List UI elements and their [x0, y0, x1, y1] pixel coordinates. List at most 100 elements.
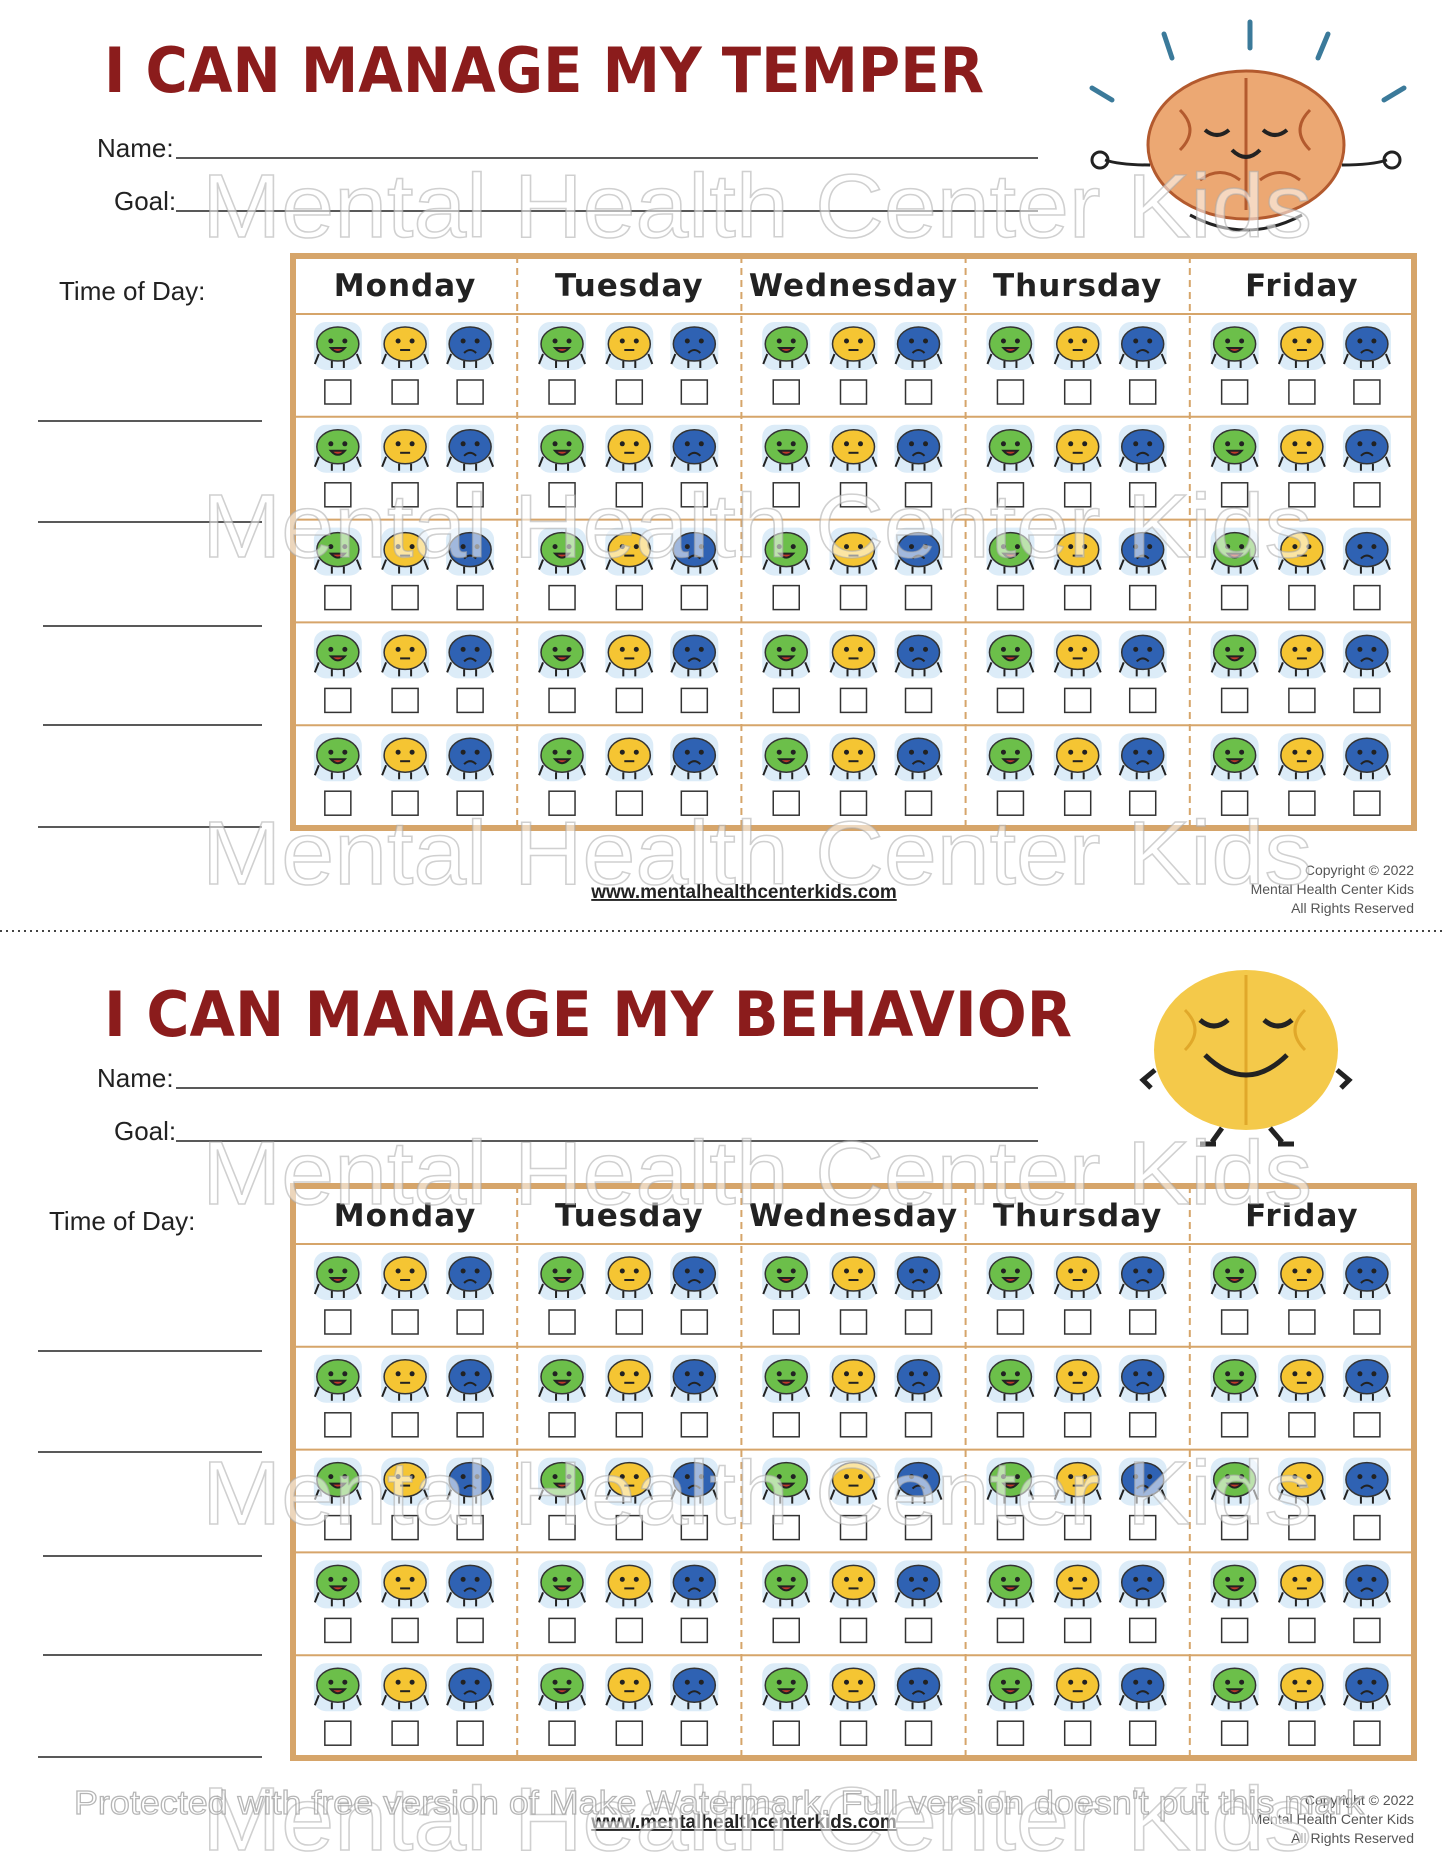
face-eye [552, 544, 558, 550]
watermark: Mental Health Center Kids [202, 1124, 1312, 1224]
face-blob [448, 1359, 492, 1395]
face-eye [1133, 1679, 1139, 1685]
checkbox [1288, 687, 1316, 714]
emotion-face [829, 1457, 878, 1506]
emotion-face [605, 630, 654, 679]
emotion-face [670, 322, 719, 370]
watermark: Mental Health Center Kids [202, 157, 1312, 257]
checkbox [391, 584, 419, 611]
face-blob [831, 737, 876, 773]
face-blob [1055, 429, 1100, 465]
emotion-face [894, 527, 943, 576]
face-limbs [605, 559, 654, 574]
face-eye [909, 1679, 915, 1685]
face-limbs [1277, 353, 1326, 368]
face-blob [896, 1359, 941, 1395]
face-blob [1120, 326, 1165, 362]
face-blob [316, 1359, 360, 1395]
face-mouth [911, 1690, 926, 1695]
emotion-face [1277, 424, 1326, 473]
day-header: Thursday [993, 1198, 1162, 1234]
emotion-face [829, 1252, 878, 1300]
checkbox [324, 1412, 352, 1438]
face-eye [566, 1679, 572, 1685]
face-eye [1239, 544, 1245, 550]
face-eye [1000, 544, 1006, 550]
emotion-face [605, 1252, 654, 1300]
face-mouth [1225, 552, 1244, 559]
emotion-face [1342, 1560, 1391, 1609]
face-limbs [829, 764, 878, 780]
checkbox [904, 1514, 933, 1541]
face-blob [1055, 1461, 1100, 1498]
emotion-face [313, 322, 362, 370]
face-eye [1014, 1679, 1020, 1685]
face-limbs [1053, 1592, 1102, 1607]
face-blob [1345, 1256, 1389, 1292]
face-eye [790, 1679, 796, 1685]
emotion-face [1118, 322, 1167, 370]
face-eye [1306, 338, 1312, 344]
face-mouth [911, 1484, 926, 1490]
emotion-face [670, 1560, 719, 1609]
face-blob [1345, 1359, 1389, 1395]
emotion-face [538, 1457, 587, 1506]
face-limbs [605, 1386, 654, 1401]
face-eye [1371, 1679, 1377, 1685]
face-eye [923, 1679, 929, 1685]
checkbox [1288, 1720, 1316, 1746]
face-eye [552, 1268, 558, 1274]
face-eye [552, 1576, 558, 1582]
face-mouth [911, 554, 926, 560]
face-eye [395, 1268, 401, 1274]
emotion-face [381, 527, 430, 576]
checkbox [772, 1309, 800, 1335]
checkbox [904, 379, 933, 405]
face-blob [1120, 1461, 1165, 1498]
face-eye [633, 749, 639, 755]
face-eye [460, 441, 466, 447]
face-limbs [538, 559, 586, 574]
face-limbs [1342, 1489, 1391, 1504]
face-blob [1345, 1564, 1389, 1601]
face-eye [909, 1371, 915, 1377]
face-eye [1306, 646, 1312, 652]
face-eye [790, 1268, 796, 1274]
face-eye [474, 544, 480, 550]
emotion-face [1118, 1354, 1167, 1403]
face-blob [896, 1564, 941, 1601]
time-of-day-label: Time of Day: [59, 276, 205, 306]
emotion-face [762, 527, 811, 576]
face-blob [896, 326, 941, 362]
face-blob [1120, 737, 1165, 773]
emotion-face [381, 1354, 430, 1403]
emotion-face [829, 1663, 878, 1712]
face-eye [552, 1679, 558, 1685]
emotion-face [1342, 1252, 1391, 1300]
emotion-face [1053, 424, 1102, 473]
face-mouth [552, 1277, 572, 1283]
face-blob [316, 1461, 360, 1498]
face-mouth [1225, 1688, 1244, 1695]
face-eye [1225, 1371, 1231, 1377]
checkbox [904, 482, 933, 508]
face-limbs [1342, 456, 1391, 471]
emotion-face [762, 322, 811, 370]
face-blob [540, 1359, 584, 1395]
checkbox [615, 1720, 644, 1746]
checkbox [680, 1309, 709, 1335]
face-blob [540, 1564, 584, 1601]
face-limbs [986, 1694, 1035, 1710]
day-header: Wednesday [749, 1198, 958, 1234]
emotion-face [986, 733, 1035, 782]
face-eye [698, 646, 704, 652]
face-blob [1212, 326, 1257, 362]
face-mouth [1360, 1484, 1374, 1490]
checkbox [1063, 584, 1092, 611]
face-eye [1147, 1371, 1153, 1377]
face-eye [1371, 1268, 1377, 1274]
face-limbs [1118, 456, 1167, 471]
emotion-face [1053, 1663, 1102, 1712]
face-blob [316, 1667, 360, 1703]
day-header: Monday [334, 1198, 477, 1234]
